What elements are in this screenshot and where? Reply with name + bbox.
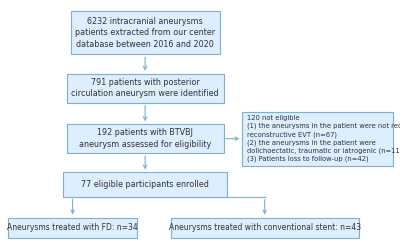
Text: Aneurysms treated with FD: n=34: Aneurysms treated with FD: n=34 — [7, 223, 138, 232]
FancyBboxPatch shape — [63, 172, 228, 197]
Text: 791 patients with posterior
circulation aneurysm were identified: 791 patients with posterior circulation … — [71, 78, 219, 98]
FancyBboxPatch shape — [67, 74, 224, 103]
FancyBboxPatch shape — [8, 218, 137, 238]
Text: 6232 intracranial aneurysms
patients extracted from our center
database between : 6232 intracranial aneurysms patients ext… — [75, 17, 215, 48]
FancyBboxPatch shape — [71, 11, 220, 54]
Text: 192 patients with BTVBJ
aneurysm assessed for eligibility: 192 patients with BTVBJ aneurysm assesse… — [79, 128, 211, 149]
FancyBboxPatch shape — [242, 111, 393, 166]
FancyBboxPatch shape — [67, 124, 224, 153]
Text: 77 eligible participants enrolled: 77 eligible participants enrolled — [81, 180, 209, 189]
Text: 120 not eligible
(1) the aneurysms in the patient were not received
reconstructi: 120 not eligible (1) the aneurysms in th… — [247, 115, 400, 162]
FancyBboxPatch shape — [171, 218, 359, 238]
Text: Aneurysms treated with conventional stent: n=43: Aneurysms treated with conventional sten… — [169, 223, 361, 232]
